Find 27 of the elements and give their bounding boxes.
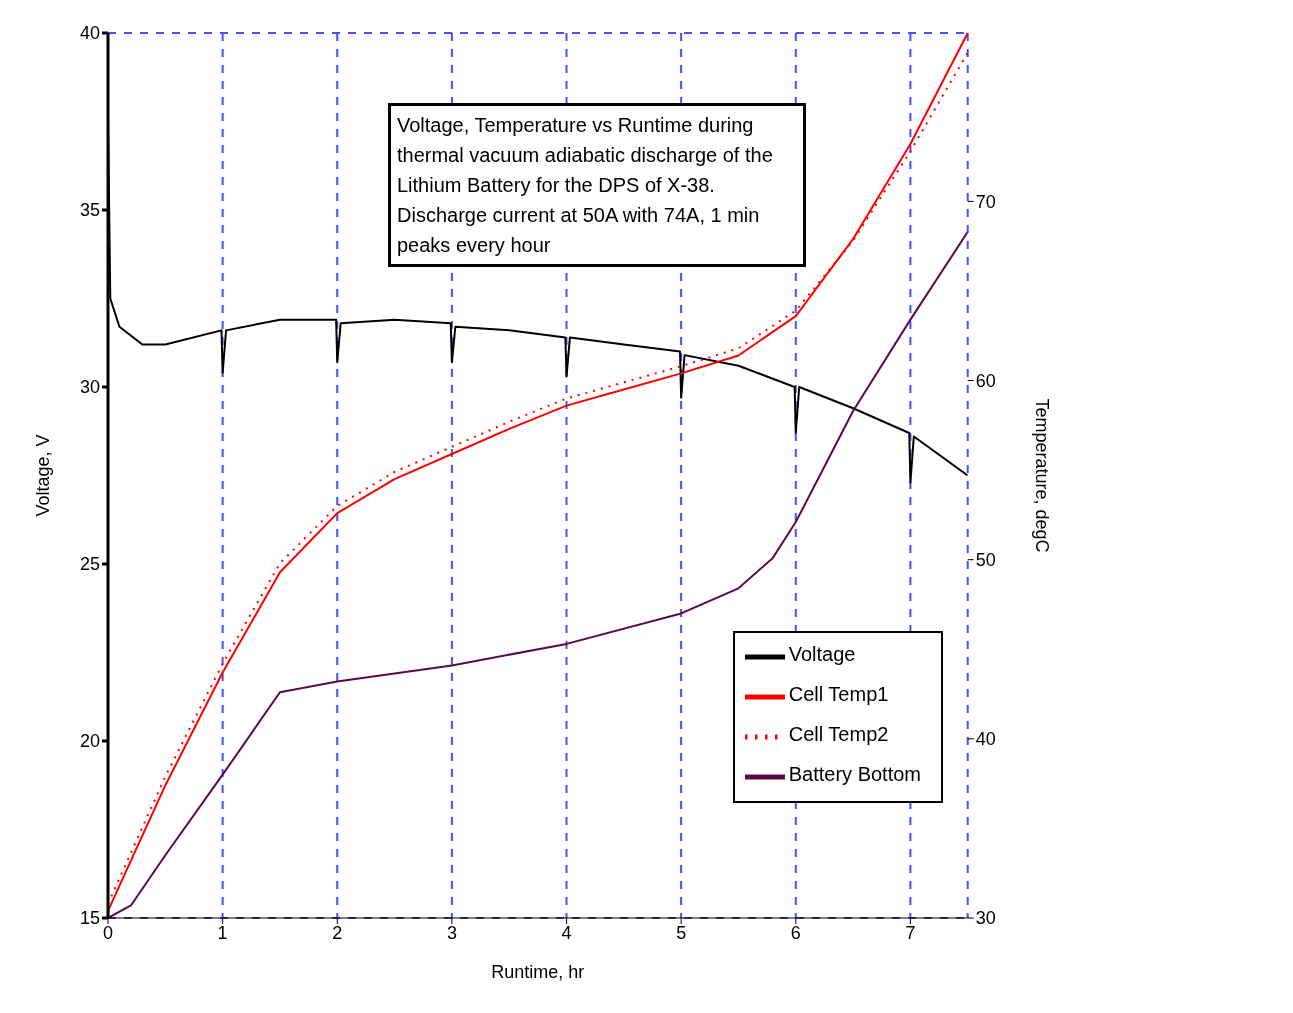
y-tick-label: 25 [79,554,100,575]
x-tick-label: 1 [217,922,228,943]
y2-tick-label: 70 [975,191,996,212]
legend-label: Cell Temp2 [788,723,889,746]
y-tick-label: 20 [79,731,100,752]
y-tick-label: 15 [79,908,100,929]
y2-tick-label: 60 [975,370,996,391]
y2-tick-label: 30 [975,908,996,929]
x-tick-label: 4 [561,922,572,943]
y2-axis-title: Temperature, degC [1032,398,1053,553]
x-tick-label: 5 [676,922,687,943]
y-tick-label: 40 [79,23,100,44]
y-axis-title: Voltage, V [33,434,54,517]
x-axis-title: Runtime, hr [491,962,585,982]
x-tick-label: 0 [102,922,114,943]
x-tick-label: 3 [446,922,457,943]
y2-tick-label: 50 [975,550,996,571]
legend-label: Battery Bottom [788,763,921,786]
text: Voltage, Temperature vs Runtime during thermal vacuum adiabatic discharge of the Lithium Battery for the DPS of X-38. Discharge current at 50A with 74A, 1 min peaks every hour [388,103,806,267]
x-tick-label: 6 [790,922,801,943]
legend-label: Cell Temp1 [788,683,889,706]
y-tick-label: 30 [79,377,100,398]
y2-tick-label: 40 [975,729,996,750]
legend-label: Voltage [788,643,856,666]
x-tick-label: 7 [905,922,916,943]
y-tick-label: 35 [79,200,100,221]
x-tick-label: 2 [332,922,343,943]
